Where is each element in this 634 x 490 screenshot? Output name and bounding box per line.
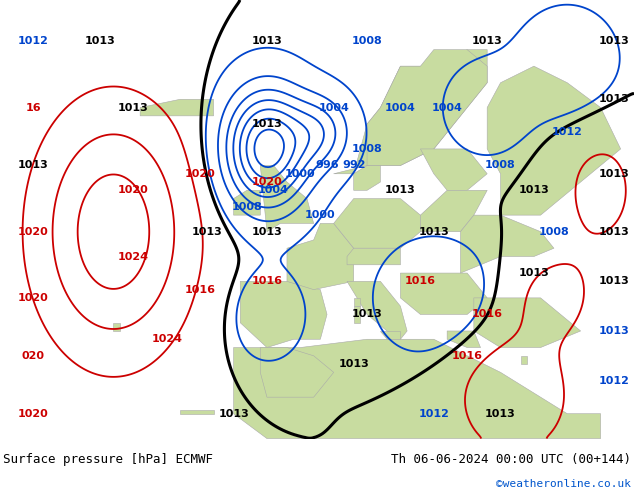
Text: 1004: 1004 (258, 185, 289, 196)
Text: 1016: 1016 (405, 276, 436, 286)
Text: 1013: 1013 (352, 309, 382, 319)
Text: 1013: 1013 (598, 227, 630, 237)
Text: 1000: 1000 (305, 210, 335, 220)
Text: 1013: 1013 (339, 359, 369, 369)
Text: 1013: 1013 (485, 409, 516, 419)
Text: 1013: 1013 (252, 119, 282, 129)
Text: ©weatheronline.co.uk: ©weatheronline.co.uk (496, 479, 631, 489)
Text: 1013: 1013 (598, 326, 630, 336)
Text: 1016: 1016 (252, 276, 283, 286)
Text: 1004: 1004 (385, 102, 416, 113)
Text: 1024: 1024 (118, 251, 149, 262)
Text: 1013: 1013 (519, 185, 549, 196)
Text: 16: 16 (25, 102, 41, 113)
Text: 1013: 1013 (218, 409, 249, 419)
Text: 1008: 1008 (352, 144, 382, 154)
Text: 1013: 1013 (385, 185, 416, 196)
Text: 1020: 1020 (18, 409, 49, 419)
Text: 1020: 1020 (18, 293, 49, 303)
Text: 1008: 1008 (231, 202, 262, 212)
Text: 1024: 1024 (152, 334, 183, 344)
Text: 1020: 1020 (252, 177, 282, 187)
Text: 1004: 1004 (318, 102, 349, 113)
Text: 1008: 1008 (352, 36, 382, 47)
Text: 1016: 1016 (184, 285, 216, 294)
Text: 1013: 1013 (191, 227, 223, 237)
Text: 992: 992 (342, 161, 365, 171)
Text: 1020: 1020 (185, 169, 216, 179)
Text: 1012: 1012 (418, 409, 450, 419)
Text: 1013: 1013 (598, 276, 630, 286)
Text: 1013: 1013 (252, 36, 282, 47)
Text: 1013: 1013 (519, 268, 549, 278)
Text: 1013: 1013 (18, 161, 49, 171)
Text: 996: 996 (315, 161, 339, 171)
Text: Th 06-06-2024 00:00 UTC (00+144): Th 06-06-2024 00:00 UTC (00+144) (391, 453, 631, 466)
Text: 1004: 1004 (432, 102, 463, 113)
Text: Surface pressure [hPa] ECMWF: Surface pressure [hPa] ECMWF (3, 453, 213, 466)
Text: 1013: 1013 (85, 36, 115, 47)
Text: 1013: 1013 (118, 102, 149, 113)
Text: 1016: 1016 (472, 309, 503, 319)
Text: 1013: 1013 (598, 169, 630, 179)
Text: 1013: 1013 (472, 36, 503, 47)
Text: 1000: 1000 (285, 169, 316, 179)
Text: 1008: 1008 (485, 161, 516, 171)
Text: 1013: 1013 (598, 94, 630, 104)
Text: 1016: 1016 (451, 351, 482, 361)
Text: 1012: 1012 (598, 376, 630, 386)
Text: 1008: 1008 (538, 227, 569, 237)
Text: 1013: 1013 (418, 227, 449, 237)
Text: 1020: 1020 (18, 227, 49, 237)
Text: 1013: 1013 (598, 36, 630, 47)
Text: 1013: 1013 (252, 227, 282, 237)
Text: 1020: 1020 (118, 185, 149, 196)
Text: 020: 020 (22, 351, 45, 361)
Text: 1012: 1012 (18, 36, 49, 47)
Text: 1012: 1012 (552, 127, 583, 137)
